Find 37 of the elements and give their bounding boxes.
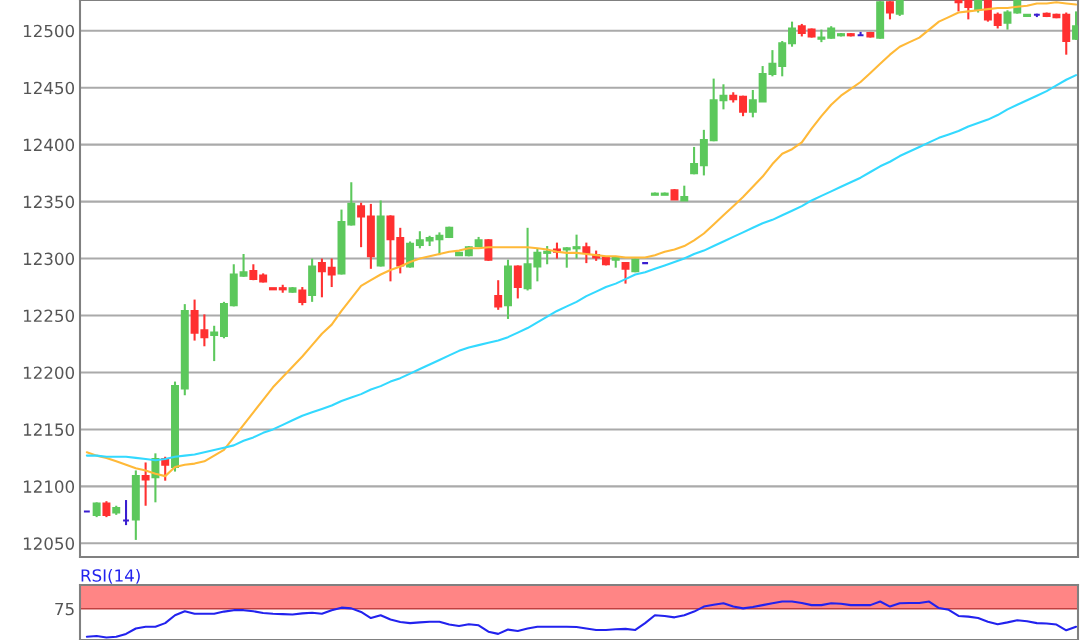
candlestick bbox=[778, 39, 787, 78]
band-label: 75 bbox=[55, 602, 74, 616]
candlestick bbox=[406, 240, 415, 269]
candlestick bbox=[141, 461, 150, 507]
y-tick-label: 12150 bbox=[23, 423, 75, 436]
y-tick-label: 12400 bbox=[23, 138, 75, 152]
candlestick bbox=[357, 201, 366, 249]
candlestick bbox=[327, 257, 336, 289]
y-tick-label: 12100 bbox=[23, 480, 75, 493]
candlestick bbox=[964, 0, 973, 21]
y-tick-label: 12500 bbox=[23, 24, 75, 38]
candlestick bbox=[1003, 9, 1012, 31]
y-tick-label: 12200 bbox=[23, 366, 75, 380]
candlestick bbox=[543, 245, 552, 266]
candlestick bbox=[386, 214, 395, 283]
candlestick bbox=[748, 88, 757, 119]
candlestick bbox=[572, 233, 581, 260]
candlestick bbox=[347, 181, 356, 227]
candlestick bbox=[562, 246, 571, 269]
chart-title: RSI(14) bbox=[81, 568, 140, 584]
candlestick bbox=[210, 324, 219, 363]
candlestick bbox=[582, 241, 591, 265]
candlestick bbox=[239, 252, 248, 278]
candlestick bbox=[298, 286, 307, 307]
y-tick-label: 12350 bbox=[23, 195, 75, 209]
candlestick bbox=[690, 145, 699, 176]
candlestick bbox=[494, 279, 503, 311]
line-series bbox=[85, 1, 1078, 478]
candlestick bbox=[788, 20, 796, 48]
y-tick-label: 12300 bbox=[23, 252, 75, 266]
y-tick-label: 12250 bbox=[23, 309, 75, 323]
y-tick-label: 12450 bbox=[23, 81, 75, 95]
candlestick bbox=[513, 264, 522, 300]
candlestick bbox=[317, 257, 326, 299]
candlestick bbox=[954, 0, 963, 13]
y-tick-label: 12050 bbox=[23, 537, 75, 550]
candlestick bbox=[885, 0, 894, 21]
